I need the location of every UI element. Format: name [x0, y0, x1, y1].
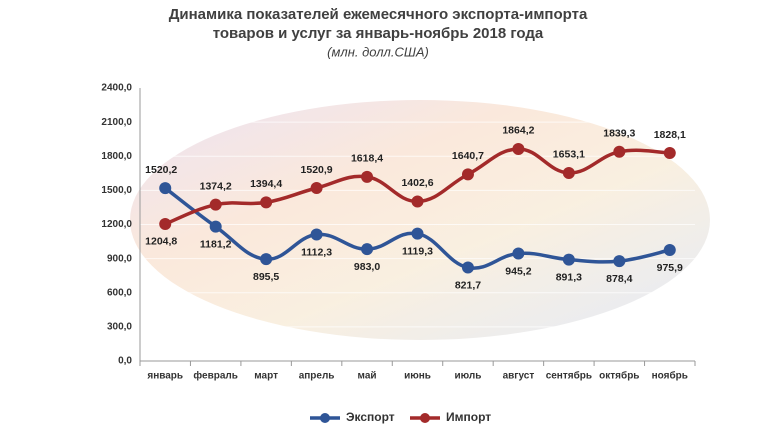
- value-label: 945,2: [505, 265, 531, 277]
- y-tick-label: 1500,0: [101, 185, 132, 196]
- value-label: 1839,3: [603, 128, 635, 140]
- y-tick-label: 0,0: [118, 356, 132, 367]
- legend-marker: [420, 413, 430, 423]
- value-label: 1119,3: [402, 245, 433, 257]
- value-label: 1520,9: [301, 164, 333, 176]
- point: [361, 170, 374, 183]
- y-tick-label: 2400,0: [101, 83, 132, 94]
- x-tick-label: июнь: [404, 371, 431, 382]
- point: [512, 142, 525, 155]
- value-label: 1402,6: [401, 177, 433, 189]
- point: [461, 261, 474, 274]
- point: [310, 181, 323, 194]
- x-tick-label: февраль: [193, 370, 238, 382]
- value-label: 975,9: [657, 262, 683, 274]
- point: [260, 196, 273, 209]
- point: [260, 253, 273, 266]
- value-label: 878,4: [606, 273, 632, 285]
- point: [562, 166, 575, 179]
- point: [159, 217, 172, 230]
- x-tick-label: июль: [454, 371, 481, 382]
- y-tick-label: 300,0: [107, 322, 132, 333]
- y-tick-label: 1200,0: [101, 219, 132, 230]
- point: [209, 220, 222, 233]
- point: [512, 247, 525, 260]
- point: [361, 243, 374, 256]
- x-tick-label: апрель: [299, 371, 335, 382]
- value-label: 1204,8: [145, 236, 177, 248]
- point: [562, 253, 575, 266]
- value-label: 1618,4: [351, 153, 383, 165]
- value-label: 1828,1: [654, 129, 686, 141]
- chart-title: Динамика показателей ежемесячного экспор…: [169, 6, 588, 23]
- value-label: 895,5: [253, 271, 279, 283]
- point: [663, 147, 676, 160]
- x-tick-label: ноябрь: [652, 370, 688, 382]
- value-label: 1520,2: [145, 164, 177, 176]
- value-label: 983,0: [354, 261, 380, 273]
- point: [159, 182, 172, 195]
- value-label: 891,3: [556, 271, 582, 283]
- map-background: [130, 100, 710, 340]
- value-label: 1112,3: [301, 246, 332, 258]
- value-label: 1864,2: [502, 125, 534, 137]
- x-tick-label: март: [254, 371, 278, 382]
- value-label: 1394,4: [250, 178, 282, 190]
- point: [209, 198, 222, 211]
- value-label: 1181,2: [200, 238, 232, 250]
- y-tick-label: 600,0: [107, 287, 132, 298]
- y-tick-label: 2100,0: [101, 117, 132, 128]
- value-label: 1640,7: [452, 150, 484, 162]
- point: [461, 168, 474, 181]
- chart-title: товаров и услуг за январь-ноябрь 2018 го…: [213, 25, 544, 42]
- y-tick-label: 900,0: [107, 253, 132, 264]
- x-tick-label: октябрь: [599, 370, 639, 382]
- value-label: 1653,1: [553, 149, 585, 161]
- x-tick-label: сентябрь: [546, 370, 592, 382]
- value-label: 821,7: [455, 279, 481, 291]
- point: [411, 195, 424, 208]
- legend-marker: [320, 413, 330, 423]
- x-tick-label: январь: [147, 371, 183, 382]
- chart-subtitle: (млн. долл.США): [327, 44, 429, 59]
- x-tick-label: август: [503, 371, 535, 382]
- point: [310, 228, 323, 241]
- x-tick-label: май: [358, 371, 377, 382]
- point: [613, 145, 626, 158]
- point: [411, 227, 424, 240]
- legend-label: Импорт: [446, 410, 491, 424]
- legend-label: Экспорт: [346, 410, 395, 424]
- point: [613, 255, 626, 268]
- value-label: 1374,2: [200, 180, 232, 192]
- y-tick-label: 1800,0: [101, 151, 132, 162]
- point: [663, 243, 676, 256]
